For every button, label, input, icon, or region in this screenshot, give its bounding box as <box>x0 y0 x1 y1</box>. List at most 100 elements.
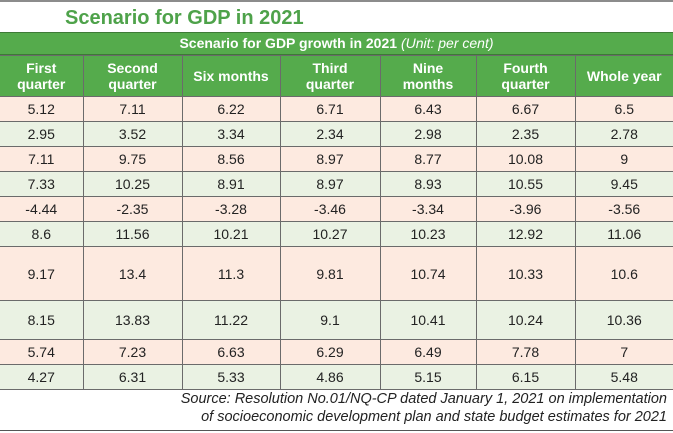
source-line-2: of socioeconomic development plan and st… <box>201 409 667 425</box>
table-cell: 9.45 <box>574 171 673 197</box>
table-row: 5.12 7.11 6.22 6.71 6.43 6.67 6.5 <box>0 96 673 122</box>
column-header: Whole year <box>574 55 673 97</box>
table-cell: 6.67 <box>475 96 576 122</box>
table-cell: 10.55 <box>475 171 576 197</box>
table-cell: 8.15 <box>0 300 84 340</box>
table-cell: 8.97 <box>279 171 381 197</box>
table-row: 7.33 10.25 8.91 8.97 8.93 10.55 9.45 <box>0 171 673 197</box>
table-cell: 10.21 <box>181 221 281 247</box>
column-header-text: quarter <box>501 76 550 92</box>
column-header: Fourth quarter <box>475 55 576 97</box>
table-body: 5.12 7.11 6.22 6.71 6.43 6.67 6.5 2.95 3.52 3.34 2… <box>0 96 673 390</box>
table-cell: 2.95 <box>0 121 84 147</box>
column-header-text: Whole year <box>586 68 662 84</box>
table-subtitle-bar: Scenario for GDP growth in 2021 (Unit: p… <box>0 32 673 55</box>
table-row: 4.27 6.31 5.33 4.86 5.15 6.15 5.48 <box>0 364 673 390</box>
table-cell: 6.5 <box>574 96 673 122</box>
table-cell: 6.43 <box>379 96 477 122</box>
table-cell: 11.56 <box>82 221 183 247</box>
column-header: Nine months <box>379 55 477 97</box>
column-header-text: months <box>402 76 454 92</box>
table-cell: 9.75 <box>82 146 183 172</box>
table-cell: -4.44 <box>0 196 84 222</box>
table-cell: 7.23 <box>82 339 183 365</box>
source-note: Source: Resolution No.01/NQ-CP dated Jan… <box>0 386 673 431</box>
table-cell: 6.29 <box>279 339 381 365</box>
table-cell: 8.97 <box>279 146 381 172</box>
table-cell: 8.91 <box>181 171 281 197</box>
table-cell: 2.78 <box>574 121 673 147</box>
table-cell: 11.06 <box>574 221 673 247</box>
column-header-text: Second <box>107 60 158 76</box>
table-cell: 6.49 <box>379 339 477 365</box>
table-row: 5.74 7.23 6.63 6.29 6.49 7.78 7 <box>0 339 673 365</box>
table-cell: 6.15 <box>475 364 576 390</box>
gdp-scenario-table: First quarter Second quarter Six months Third… <box>0 55 673 390</box>
table-cell: 5.15 <box>379 364 477 390</box>
table-cell: 7.11 <box>0 146 84 172</box>
table-cell: 8.56 <box>181 146 281 172</box>
column-header-text: quarter <box>108 76 157 92</box>
column-header: Six months <box>181 55 281 97</box>
table-cell: 5.33 <box>181 364 281 390</box>
table-row: 7.11 9.75 8.56 8.97 8.77 10.08 9 <box>0 146 673 172</box>
table-cell: 11.3 <box>181 246 281 301</box>
column-header: Third quarter <box>279 55 381 97</box>
table-cell: 10.27 <box>279 221 381 247</box>
table-cell: 9 <box>574 146 673 172</box>
table-cell: 10.33 <box>475 246 576 301</box>
column-header-text: Third <box>312 60 348 76</box>
table-cell: 6.71 <box>279 96 381 122</box>
table-cell: 6.22 <box>181 96 281 122</box>
table-cell: 13.83 <box>82 300 183 340</box>
table-row: 8.6 11.56 10.21 10.27 10.23 12.92 11.06 <box>0 221 673 247</box>
table-cell: 11.22 <box>181 300 281 340</box>
table-cell: 10.41 <box>379 300 477 340</box>
table-cell: 10.24 <box>475 300 576 340</box>
table-cell: 2.35 <box>475 121 576 147</box>
table-cell: 2.34 <box>279 121 381 147</box>
table-cell: 9.81 <box>279 246 381 301</box>
table-cell: 8.6 <box>0 221 84 247</box>
column-header-text: Six months <box>193 68 269 84</box>
table-cell: 4.27 <box>0 364 84 390</box>
column-header: First quarter <box>0 55 84 97</box>
table-cell: 9.17 <box>0 246 84 301</box>
table-cell: 2.98 <box>379 121 477 147</box>
table-cell: -3.56 <box>574 196 673 222</box>
table-row: 8.15 13.83 11.22 9.1 10.41 10.24 10.36 <box>0 300 673 340</box>
table-cell: 6.31 <box>82 364 183 390</box>
table-cell: 7 <box>574 339 673 365</box>
table-cell: -2.35 <box>82 196 183 222</box>
unit-note: (Unit: per cent) <box>400 35 494 51</box>
table-cell: 10.36 <box>574 300 673 340</box>
table-cell: 10.25 <box>82 171 183 197</box>
table-cell: -3.34 <box>379 196 477 222</box>
source-line-1: Source: Resolution No.01/NQ-CP dated Jan… <box>180 391 667 407</box>
table-cell: -3.28 <box>181 196 281 222</box>
table-cell: -3.96 <box>475 196 576 222</box>
table-cell: 4.86 <box>279 364 381 390</box>
table-subtitle: Scenario for GDP growth in 2021 <box>179 35 398 51</box>
table-cell: 10.23 <box>379 221 477 247</box>
header-row: First quarter Second quarter Six months Third… <box>0 55 673 97</box>
table-cell: 5.12 <box>0 96 84 122</box>
table-cell: 7.78 <box>475 339 576 365</box>
table-cell: 8.93 <box>379 171 477 197</box>
column-header-text: quarter <box>17 76 66 92</box>
column-header-text: Fourth <box>503 60 548 76</box>
table-cell: 13.4 <box>82 246 183 301</box>
chart-title-bar: Scenario for GDP in 2021 <box>0 0 673 32</box>
table-row: 9.17 13.4 11.3 9.81 10.74 10.33 10.6 <box>0 246 673 301</box>
table-cell: 3.52 <box>82 121 183 147</box>
column-header-text: Nine <box>412 60 444 76</box>
table-cell: 5.74 <box>0 339 84 365</box>
table-cell: 5.48 <box>574 364 673 390</box>
column-header: Second quarter <box>82 55 183 97</box>
chart-title: Scenario for GDP in 2021 <box>65 7 304 29</box>
table-row: -4.44 -2.35 -3.28 -3.46 -3.34 -3.96 -3.56 <box>0 196 673 222</box>
table-cell: 8.77 <box>379 146 477 172</box>
table-cell: 6.63 <box>181 339 281 365</box>
column-header-text: First <box>26 60 57 76</box>
table-cell: 10.6 <box>574 246 673 301</box>
